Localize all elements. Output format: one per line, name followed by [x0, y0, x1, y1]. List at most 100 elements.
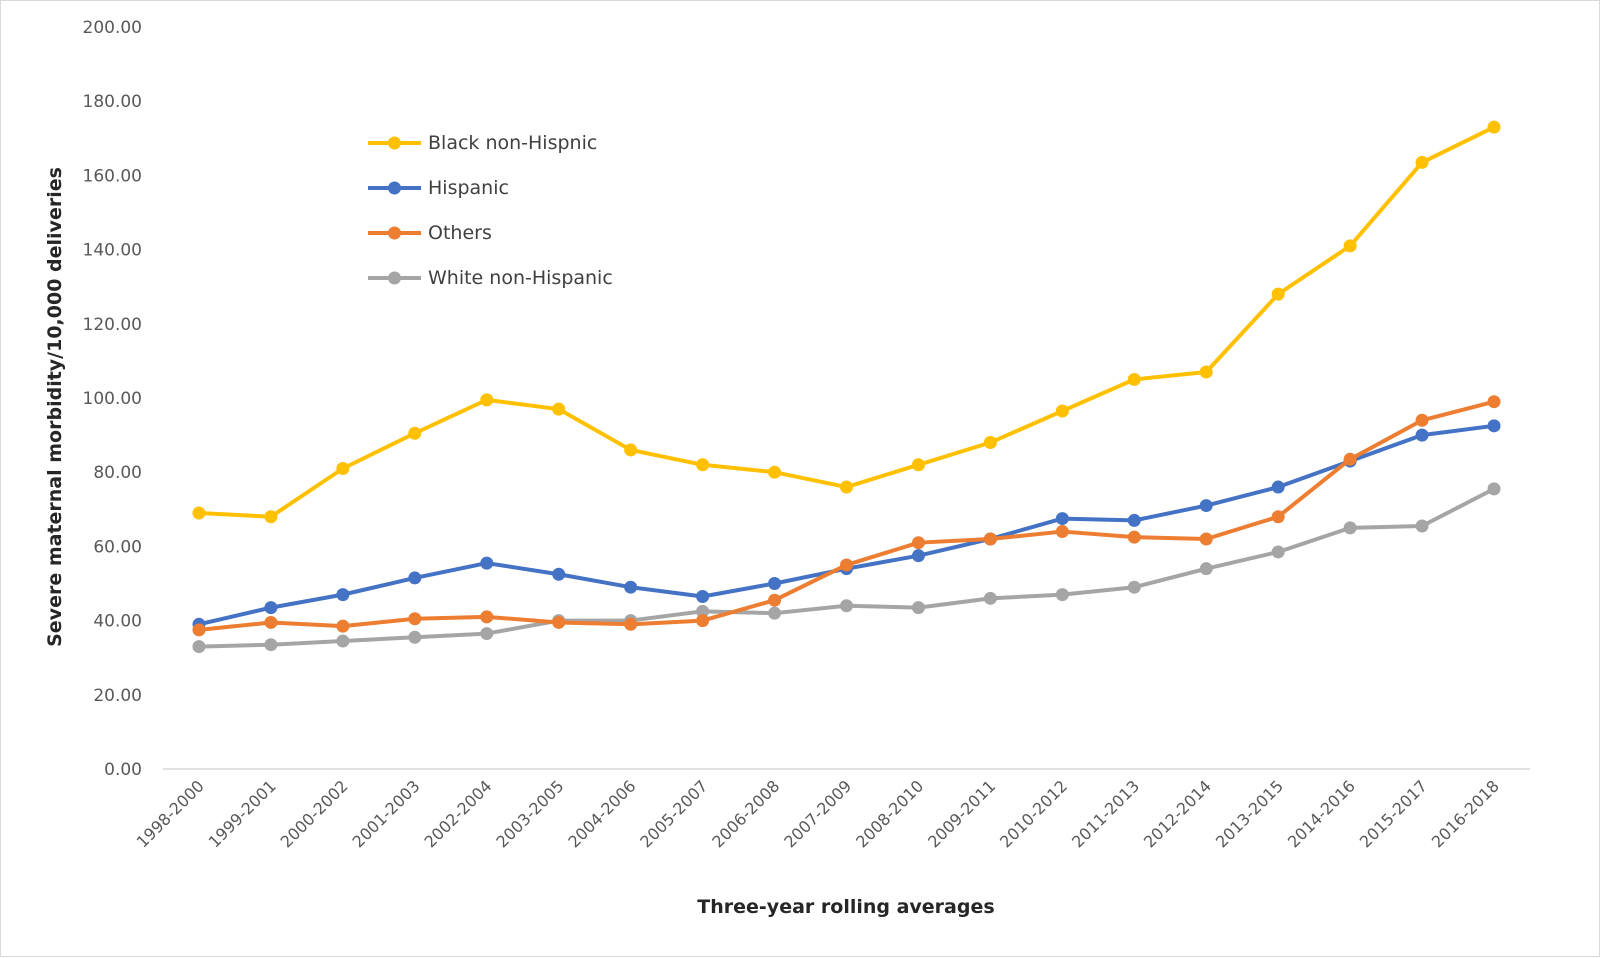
- data-point: [1055, 525, 1069, 539]
- data-point: [264, 615, 278, 629]
- y-tick-label: 140.00: [83, 241, 142, 261]
- x-tick-label: 2004-2006: [564, 776, 639, 851]
- x-tick-label: 2013-2015: [1212, 776, 1287, 851]
- series-layer: [192, 120, 1501, 654]
- data-point: [408, 426, 422, 440]
- data-point: [1415, 428, 1429, 442]
- data-point: [192, 623, 206, 637]
- data-point: [696, 458, 710, 472]
- data-point: [911, 536, 925, 550]
- series-hispanic: [192, 419, 1501, 631]
- x-tick-label: 2009-2011: [924, 776, 999, 851]
- data-point: [480, 610, 494, 624]
- x-tick-label: 2007-2009: [780, 776, 855, 851]
- data-point: [1271, 510, 1285, 524]
- data-point: [1487, 120, 1501, 134]
- legend-swatch-marker: [388, 226, 401, 240]
- data-point: [840, 558, 853, 572]
- data-point: [1487, 395, 1501, 409]
- data-point: [1055, 588, 1069, 602]
- data-point: [408, 612, 422, 626]
- y-tick-label: 200.00: [83, 18, 142, 38]
- legend-entry: Black non-Hispnic: [368, 132, 597, 154]
- data-point: [336, 588, 350, 602]
- x-axis-title: Three-year rolling averages: [697, 896, 994, 918]
- y-tick-label: 180.00: [83, 92, 142, 112]
- data-point: [552, 567, 566, 581]
- data-point: [264, 638, 278, 652]
- x-tick-label: 2015-2017: [1356, 776, 1431, 851]
- data-point: [911, 601, 925, 615]
- y-tick-label: 60.00: [93, 537, 142, 557]
- data-point: [1271, 545, 1285, 559]
- x-tick-label: 2010-2012: [996, 776, 1071, 851]
- legend-swatch-marker: [388, 136, 401, 150]
- x-tick-label: 2011-2013: [1068, 776, 1143, 851]
- data-point: [696, 604, 710, 618]
- y-tick-label: 40.00: [93, 612, 142, 632]
- data-point: [192, 506, 206, 520]
- data-point: [1343, 452, 1357, 466]
- data-point: [264, 601, 278, 615]
- data-point: [624, 580, 638, 594]
- data-point: [768, 577, 782, 590]
- data-point: [264, 510, 278, 524]
- data-point: [840, 480, 853, 494]
- x-tick-label: 2016-2018: [1428, 776, 1503, 851]
- legend-swatch-marker: [388, 271, 401, 285]
- series-others: [192, 395, 1501, 637]
- x-tick-label: 2012-2014: [1140, 776, 1215, 851]
- series-black-non-hispnic: [192, 120, 1501, 524]
- y-tick-label: 120.00: [83, 315, 142, 335]
- data-point: [1199, 532, 1213, 546]
- data-point: [1271, 287, 1285, 301]
- data-point: [1487, 482, 1501, 496]
- data-point: [911, 458, 925, 472]
- data-point: [983, 591, 997, 605]
- data-point: [408, 630, 422, 644]
- data-point: [1127, 372, 1141, 386]
- data-point: [983, 532, 997, 546]
- x-tick-label: 2001-2003: [349, 776, 424, 851]
- x-tick-label: 2008-2010: [852, 776, 927, 851]
- y-tick-label: 100.00: [83, 389, 142, 409]
- data-point: [840, 599, 853, 613]
- x-tick-label: 1999-2001: [205, 776, 280, 851]
- legend-entry: White non-Hispanic: [368, 267, 613, 289]
- x-tick-label: 2003-2005: [492, 776, 567, 851]
- legend-entry: Others: [368, 222, 492, 244]
- x-tick-label: 2014-2016: [1284, 776, 1359, 851]
- data-point: [768, 606, 782, 620]
- y-axis-ticks: 0.00 20.00 40.00 60.00 80.00 100.00 120.00 140.…: [83, 18, 142, 780]
- data-point: [552, 402, 566, 416]
- legend-swatch-marker: [388, 181, 401, 195]
- legend-label: White non-Hispanic: [428, 267, 613, 289]
- data-point: [192, 640, 206, 654]
- data-point: [480, 627, 494, 641]
- data-point: [624, 617, 638, 631]
- x-tick-label: 2000-2002: [277, 776, 352, 851]
- data-point: [1343, 521, 1357, 535]
- data-point: [1127, 530, 1141, 544]
- legend-label: Hispanic: [428, 177, 509, 199]
- data-point: [911, 549, 925, 563]
- data-point: [696, 589, 710, 603]
- y-tick-label: 80.00: [93, 463, 142, 483]
- y-tick-label: 0.00: [104, 760, 142, 780]
- y-axis-title: Severe maternal morbidity/10,000 deliver…: [44, 167, 66, 647]
- y-tick-label: 20.00: [93, 686, 142, 706]
- y-tick-label: 160.00: [83, 166, 142, 186]
- data-point: [408, 571, 422, 585]
- data-point: [1127, 513, 1141, 527]
- legend-label: Others: [428, 222, 492, 244]
- data-point: [1415, 519, 1429, 533]
- legend-label: Black non-Hispnic: [428, 132, 597, 154]
- data-point: [1199, 499, 1213, 513]
- data-point: [480, 556, 494, 570]
- data-point: [336, 634, 350, 648]
- data-point: [1199, 562, 1213, 576]
- x-tick-label: 2002-2004: [420, 776, 495, 851]
- data-point: [336, 461, 350, 475]
